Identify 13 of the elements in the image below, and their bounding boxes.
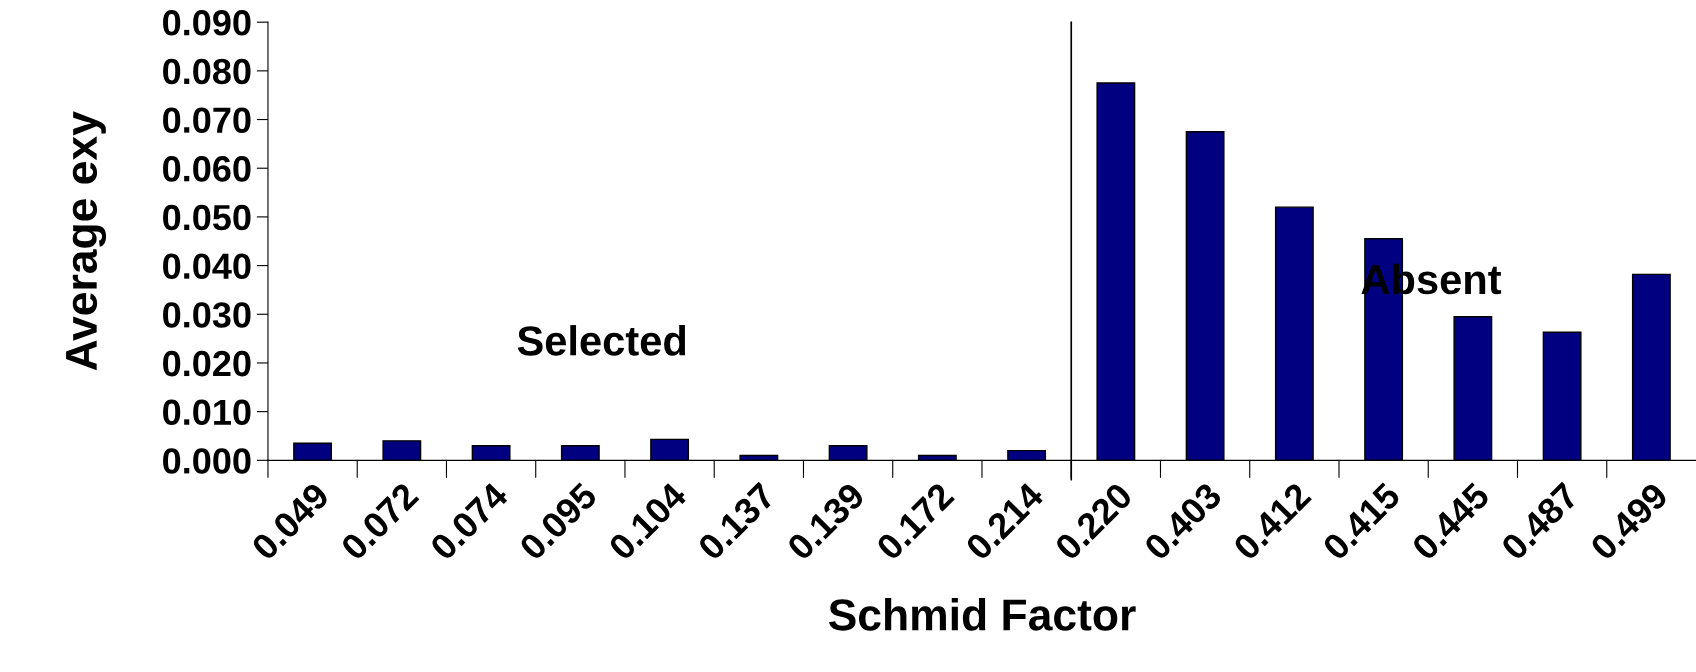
x-axis-title: Schmid Factor xyxy=(828,598,1136,631)
y-tick-label: 0.080 xyxy=(163,58,251,85)
y-tick-label: 0.000 xyxy=(163,448,251,474)
y-tick-label: 0.060 xyxy=(163,156,251,182)
y-tick-label: 0.090 xyxy=(163,10,251,36)
y-tick-label: 0.040 xyxy=(163,253,251,280)
y-tick-label: 0.030 xyxy=(163,302,251,328)
y-tick-label: 0.010 xyxy=(163,399,251,426)
annotation: Selected xyxy=(517,325,686,356)
y-tick-label: 0.020 xyxy=(163,350,251,377)
y-axis-title: Average exy xyxy=(66,111,107,371)
y-tick-label: 0.050 xyxy=(163,204,251,231)
y-tick-label: 0.070 xyxy=(163,107,251,133)
